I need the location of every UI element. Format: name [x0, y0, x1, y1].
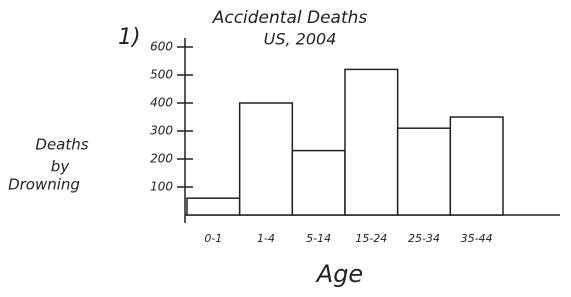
bar	[345, 69, 398, 215]
y-axis-label: by	[51, 158, 71, 176]
y-tick-label: 300	[150, 124, 173, 138]
x-tick-label: 0-1	[204, 232, 222, 245]
y-tick-label: 400	[150, 96, 173, 110]
bar	[450, 117, 503, 215]
bar	[240, 103, 293, 215]
y-tick-label: 200	[150, 152, 173, 166]
y-axis-label: Drowning	[8, 176, 80, 194]
x-tick-label: 1-4	[257, 232, 275, 245]
y-tick-label: 500	[150, 68, 173, 82]
chart: 1) Accidental Deaths US, 2004 Deaths by …	[0, 0, 571, 297]
x-tick-label: 15-24	[355, 232, 387, 245]
y-tick-label: 600	[150, 40, 173, 54]
y-tick-label: 100	[150, 180, 173, 194]
y-axis-label: Deaths	[35, 136, 88, 154]
chart-title: Accidental Deaths	[212, 8, 368, 28]
x-axis-label: Age	[315, 260, 363, 288]
x-tick-label: 25-34	[408, 232, 440, 245]
bar	[292, 151, 345, 215]
x-tick-label: 5-14	[306, 232, 331, 245]
chart-subtitle: US, 2004	[264, 30, 337, 49]
bar	[187, 198, 240, 215]
annotation: 1)	[118, 25, 141, 50]
bar	[398, 128, 451, 215]
x-tick-label: 35-44	[461, 232, 493, 245]
